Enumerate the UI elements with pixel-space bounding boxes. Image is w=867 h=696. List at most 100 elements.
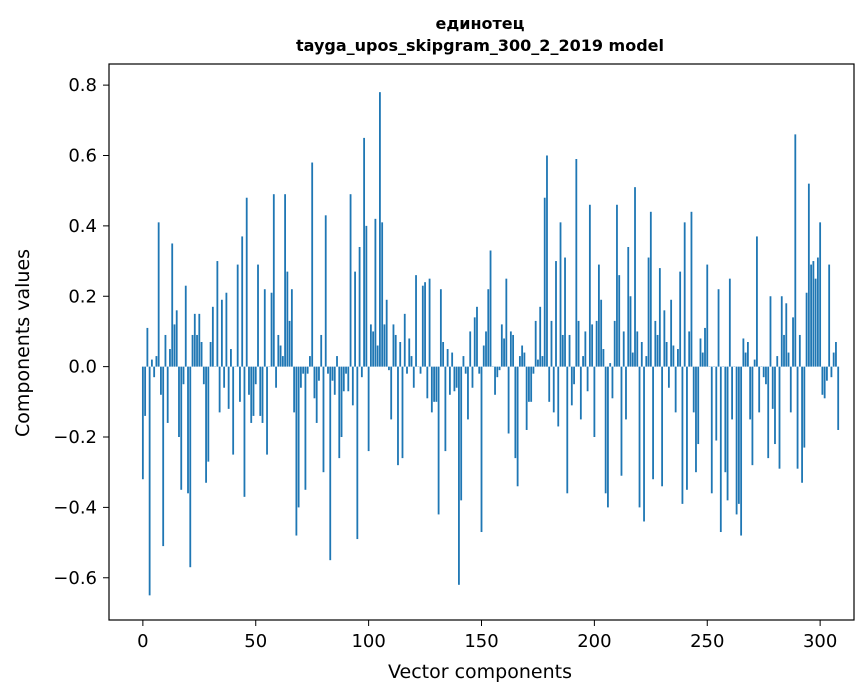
bar-165	[514, 366, 517, 459]
bar-298	[814, 278, 817, 367]
bar-15	[175, 310, 178, 367]
x-axis-ticks: 0 50 100 150 200 250 300	[137, 620, 837, 652]
bar-288	[792, 317, 794, 367]
bar-51	[257, 264, 259, 367]
bar-79	[320, 334, 323, 367]
bar-73	[306, 366, 309, 374]
bar-187	[564, 257, 566, 367]
bar-146	[471, 366, 474, 388]
bar-271	[753, 359, 756, 367]
bar-36	[223, 366, 226, 388]
bar-28	[205, 366, 207, 483]
bar-148	[476, 306, 478, 367]
bar-29	[207, 366, 210, 462]
bar-200	[593, 366, 596, 438]
bar-106	[381, 222, 384, 367]
bar-159	[500, 324, 503, 367]
y-tick-label: −0.4	[53, 497, 97, 518]
y-tick-label: −0.6	[53, 568, 97, 589]
bar-57	[270, 292, 273, 367]
bar-1	[144, 366, 147, 416]
bar-194	[579, 366, 582, 420]
y-tick-label: 0.0	[68, 357, 97, 378]
bar-215	[627, 246, 630, 367]
bar-278	[769, 296, 772, 367]
bar-94	[354, 271, 356, 367]
bar-209	[613, 320, 616, 367]
bar-100	[367, 366, 370, 452]
bar-46	[245, 197, 248, 367]
x-tick-label: 0	[137, 631, 148, 652]
bar-293	[803, 366, 806, 448]
bar-279	[771, 366, 774, 409]
bar-0	[141, 366, 144, 480]
bar-71	[302, 366, 305, 374]
bar-42	[236, 264, 239, 367]
bar-175	[537, 359, 539, 367]
bar-265	[740, 366, 743, 536]
bar-133	[442, 342, 445, 367]
bar-170	[525, 366, 528, 430]
x-axis-label: Vector components	[388, 661, 572, 683]
bar-111	[392, 324, 395, 367]
bar-163	[509, 331, 512, 367]
bar-55	[266, 366, 268, 455]
bar-180	[548, 366, 551, 402]
bar-222	[643, 366, 645, 522]
bar-211	[618, 275, 621, 367]
bar-102	[372, 331, 375, 367]
bar-137	[451, 352, 454, 367]
x-tick-label: 50	[244, 631, 267, 652]
bar-169	[523, 352, 526, 367]
bar-152	[485, 331, 487, 367]
bar-144	[467, 366, 469, 420]
bar-303	[826, 366, 828, 381]
bar-68	[295, 366, 298, 536]
bar-78	[318, 366, 320, 381]
bar-224	[647, 257, 650, 367]
bar-185	[559, 222, 562, 367]
bar-283	[780, 296, 783, 367]
bar-109	[388, 366, 390, 371]
x-tick-label: 150	[464, 631, 498, 652]
bar-108	[385, 299, 388, 367]
bar-157	[496, 366, 499, 378]
bar-35	[220, 299, 223, 367]
bar-59	[275, 366, 277, 388]
bar-143	[464, 366, 467, 374]
bar-50	[254, 366, 257, 385]
chart-title: единотец	[435, 14, 524, 33]
bar-31	[211, 306, 214, 367]
bar-99	[365, 225, 368, 367]
bar-64	[286, 271, 289, 367]
bar-167	[518, 356, 521, 367]
x-tick-label: 300	[803, 631, 837, 652]
bar-229	[658, 268, 661, 367]
bar-10	[164, 334, 167, 367]
bar-300	[819, 222, 822, 367]
bar-129	[433, 366, 435, 402]
bar-196	[584, 331, 587, 367]
bar-18	[182, 366, 185, 385]
bar-26	[200, 342, 203, 367]
bar-39	[230, 349, 232, 367]
bar-177	[541, 356, 544, 367]
chart-subtitle: tayga_upos_skipgram_300_2_2019 model	[296, 36, 664, 55]
bar-30	[209, 342, 212, 367]
bar-235	[672, 345, 675, 367]
bar-183	[555, 261, 557, 367]
bar-275	[762, 366, 765, 378]
bar-20	[187, 366, 189, 494]
bar-188	[566, 366, 569, 494]
bar-134	[444, 366, 447, 452]
bar-306	[832, 352, 835, 367]
bar-242	[688, 331, 691, 367]
bar-299	[816, 257, 819, 367]
bar-61	[279, 345, 282, 367]
bar-135	[446, 349, 449, 367]
bar-104	[376, 345, 379, 367]
bar-270	[751, 366, 754, 466]
bar-219	[636, 331, 639, 367]
bar-226	[652, 366, 654, 480]
bar-247	[699, 338, 702, 367]
